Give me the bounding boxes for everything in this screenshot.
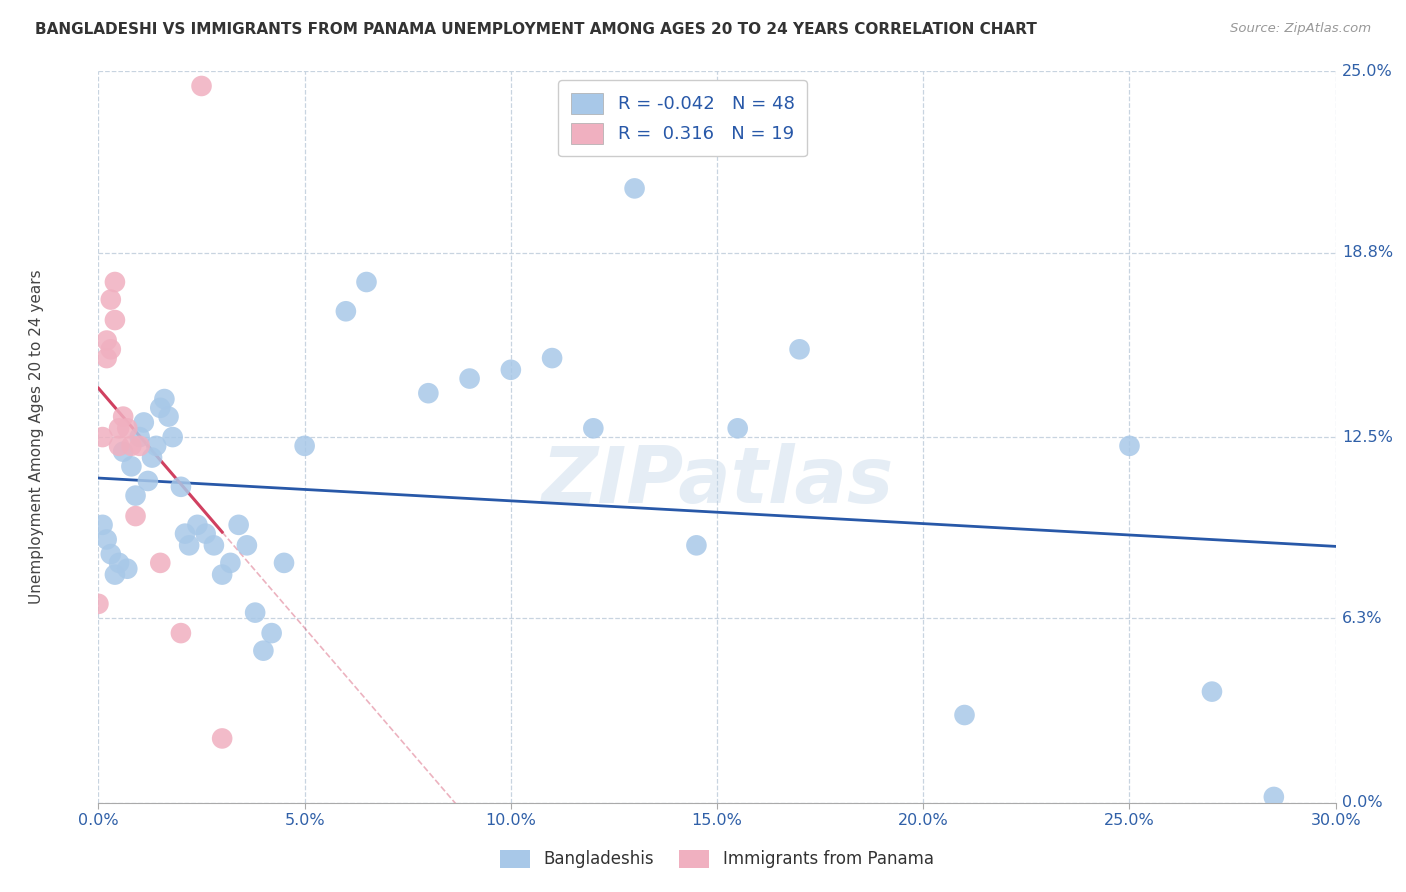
Point (100, 547, 122, 561)
Point (174, 526, 197, 541)
Point (170, 480, 193, 494)
Point (87, 597, 110, 611)
Point (120, 439, 142, 453)
Point (117, 562, 139, 576)
Point (252, 643, 274, 657)
Point (91, 517, 114, 532)
Point (211, 567, 233, 582)
Text: Source: ZipAtlas.com: Source: ZipAtlas.com (1230, 22, 1371, 36)
Point (458, 371, 481, 385)
Text: ZIPatlas: ZIPatlas (541, 443, 893, 519)
Point (953, 708, 976, 723)
Point (727, 421, 749, 435)
Point (100, 293, 122, 307)
Point (153, 392, 176, 406)
Point (418, 386, 440, 401)
Point (149, 556, 172, 570)
Point (117, 421, 139, 435)
Point (356, 275, 378, 289)
Point (120, 459, 142, 474)
Point (228, 517, 250, 532)
Text: 18.8%: 18.8% (1341, 245, 1393, 260)
Point (1118, 439, 1140, 453)
Point (108, 556, 131, 570)
Point (194, 526, 217, 541)
Point (124, 509, 146, 524)
Point (162, 430, 184, 444)
Point (190, 78, 212, 93)
Point (96, 533, 118, 547)
Point (96, 351, 118, 365)
Point (108, 421, 131, 435)
Point (112, 444, 135, 458)
Point (104, 313, 127, 327)
Text: Unemployment Among Ages 20 to 24 years: Unemployment Among Ages 20 to 24 years (30, 269, 44, 605)
Point (128, 430, 150, 444)
Point (260, 626, 283, 640)
Point (170, 626, 193, 640)
Point (132, 416, 155, 430)
Text: 0.0%: 0.0% (1341, 796, 1382, 810)
Point (157, 409, 180, 424)
Point (124, 489, 146, 503)
Point (273, 556, 295, 570)
Point (141, 450, 163, 465)
Point (499, 363, 522, 377)
Point (685, 538, 707, 552)
Text: 25.0%: 25.0% (1341, 64, 1392, 78)
Point (582, 421, 605, 435)
Point (1263, 789, 1285, 804)
Point (219, 556, 242, 570)
Point (236, 538, 259, 552)
Legend: Bangladeshis, Immigrants from Panama: Bangladeshis, Immigrants from Panama (494, 843, 941, 875)
Point (104, 275, 127, 289)
Point (186, 517, 208, 532)
Text: 12.5%: 12.5% (1341, 430, 1393, 444)
Point (789, 343, 811, 357)
Point (128, 439, 150, 453)
Text: 6.3%: 6.3% (1341, 611, 1382, 626)
Point (108, 439, 131, 453)
Point (112, 409, 135, 424)
Point (100, 343, 122, 357)
Point (243, 606, 266, 620)
Text: BANGLADESHI VS IMMIGRANTS FROM PANAMA UNEMPLOYMENT AMONG AGES 20 TO 24 YEARS COR: BANGLADESHI VS IMMIGRANTS FROM PANAMA UN… (35, 22, 1038, 37)
Point (294, 439, 316, 453)
Point (541, 351, 564, 365)
Point (91, 430, 114, 444)
Point (179, 538, 201, 552)
Point (623, 181, 645, 195)
Point (104, 567, 127, 582)
Point (335, 304, 357, 318)
Point (136, 474, 159, 488)
Point (1201, 684, 1223, 698)
Point (211, 731, 233, 746)
Point (145, 439, 167, 453)
Point (149, 401, 172, 415)
Point (96, 334, 118, 348)
Point (202, 538, 225, 552)
